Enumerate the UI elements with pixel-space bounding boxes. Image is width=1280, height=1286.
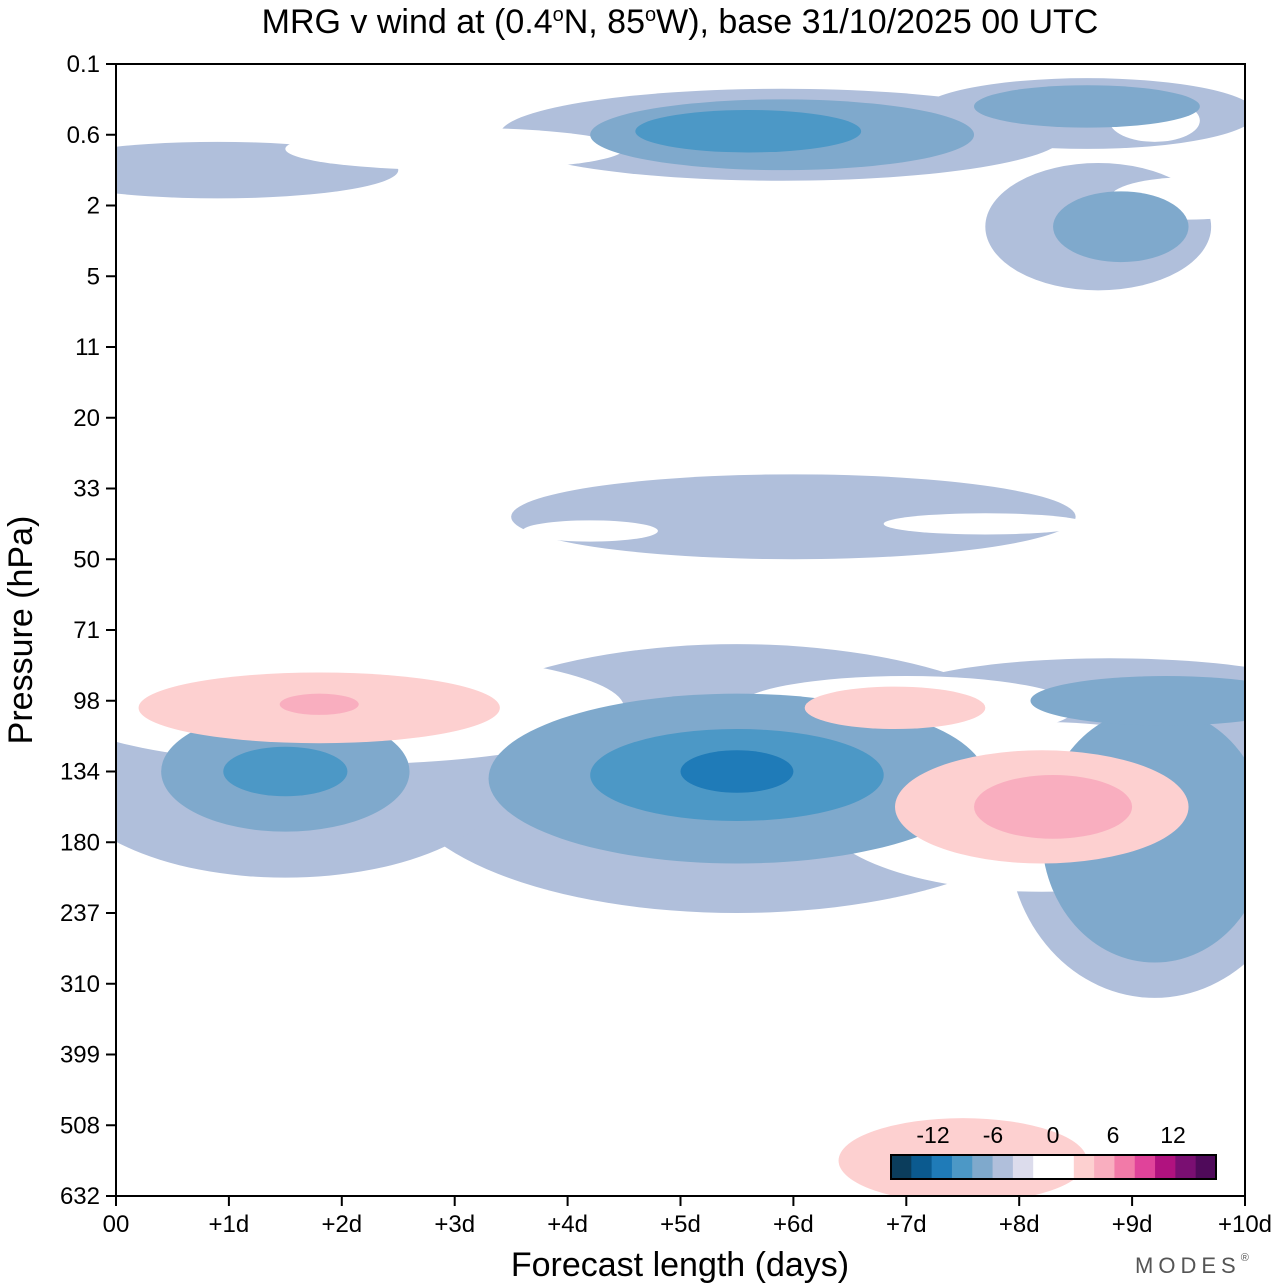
y-tick-label: 237 xyxy=(60,900,100,927)
colorbar-swatch xyxy=(911,1155,933,1179)
colorbar-swatch xyxy=(1094,1155,1115,1179)
colorbar-swatch xyxy=(931,1155,953,1179)
y-tick-label: 98 xyxy=(73,688,100,715)
y-tick-label: 0.6 xyxy=(67,122,100,149)
colorbar-swatch xyxy=(1012,1155,1034,1179)
x-axis: 00 +1d +2d +3d +4d +5d +6d +7d +8d +9d +10d xyxy=(103,1196,1272,1238)
colorbar-swatch xyxy=(992,1155,1014,1179)
y-tick-label: 50 xyxy=(73,546,100,573)
modes-logo-text: MODES xyxy=(1135,1253,1241,1278)
x-tick-label: +2d xyxy=(321,1211,362,1238)
contour-region xyxy=(883,513,1087,535)
contour-region xyxy=(116,545,252,616)
x-tick-label: +8d xyxy=(999,1211,1040,1238)
y-tick-label: 310 xyxy=(60,971,100,998)
contour-region xyxy=(804,686,986,730)
y-axis: 0.1 0.6 2 5 11 20 33 50 71 98 134 180 237 310 399 508 63… xyxy=(60,51,116,1210)
y-tick-label: 33 xyxy=(73,476,100,503)
contour-region xyxy=(1053,191,1189,263)
colorbar-swatch xyxy=(1053,1155,1075,1179)
colorbar-swatch xyxy=(1175,1155,1197,1179)
x-tick-label: +4d xyxy=(547,1211,588,1238)
contour-region xyxy=(375,78,534,121)
title-prefix: MRG v wind at (0.4 xyxy=(262,3,553,41)
colorbar-swatch xyxy=(1195,1155,1217,1179)
colorbar-swatch xyxy=(1073,1155,1095,1179)
colorbar-label: 0 xyxy=(1047,1122,1060,1148)
x-axis-label: Forecast length (days) xyxy=(511,1246,849,1284)
contour-region xyxy=(223,746,348,797)
contour-region xyxy=(381,1040,438,1140)
title-suffix: W), base 31/10/2025 00 UTC xyxy=(656,3,1098,41)
title-degree-2: o xyxy=(645,4,656,26)
contour-region xyxy=(116,1054,229,1168)
contour-region xyxy=(635,109,862,153)
x-tick-label: 00 xyxy=(103,1211,130,1238)
modes-logo: MODES® xyxy=(1135,1252,1254,1278)
x-tick-label: +5d xyxy=(660,1211,701,1238)
x-tick-label: +10d xyxy=(1218,1211,1272,1238)
contour-region xyxy=(319,269,478,312)
colorbar-swatch xyxy=(1134,1155,1156,1179)
colorbar-label: -12 xyxy=(916,1122,949,1148)
contour-region xyxy=(522,520,658,542)
y-tick-label: 20 xyxy=(73,405,100,432)
y-tick-label: 508 xyxy=(60,1112,100,1139)
y-tick-label: 134 xyxy=(60,759,100,786)
x-tick-label: +6d xyxy=(773,1211,814,1238)
colorbar-label: -6 xyxy=(983,1122,1003,1148)
colorbar-swatch xyxy=(1033,1155,1054,1179)
y-tick-label: 71 xyxy=(73,617,100,644)
chart-title: MRG v wind at (0.4oN, 85oW), base 31/10/… xyxy=(262,3,1099,41)
x-tick-label: +7d xyxy=(886,1211,927,1238)
x-tick-label: +1d xyxy=(209,1211,250,1238)
y-tick-label: 5 xyxy=(87,263,100,290)
y-axis-label: Pressure (hPa) xyxy=(2,516,40,745)
contour-region xyxy=(974,775,1133,839)
contour-region xyxy=(285,127,625,171)
colorbar-swatch xyxy=(951,1155,973,1179)
title-mid: N, 85 xyxy=(564,3,645,41)
y-tick-label: 399 xyxy=(60,1042,100,1069)
colorbar-swatch xyxy=(1155,1155,1176,1179)
colorbar-frame xyxy=(890,1154,1217,1180)
modes-logo-mark: ® xyxy=(1241,1252,1254,1264)
x-tick-label: +3d xyxy=(434,1211,475,1238)
contour-region xyxy=(195,605,534,655)
contour-region xyxy=(279,693,359,715)
colorbar-swatch xyxy=(972,1155,994,1179)
y-tick-label: 11 xyxy=(75,334,100,361)
colorbar-label: 12 xyxy=(1160,1122,1186,1148)
y-tick-label: 2 xyxy=(87,193,100,220)
y-tick-label: 180 xyxy=(60,829,100,856)
contour-region xyxy=(680,750,794,793)
y-tick-label: 0.1 xyxy=(67,51,100,78)
contour-region xyxy=(974,85,1200,128)
y-tick-label: 632 xyxy=(60,1183,100,1210)
colorbar-swatch xyxy=(891,1155,912,1179)
contour-region xyxy=(759,191,828,220)
colorbar-swatch xyxy=(1114,1155,1136,1179)
contour-region xyxy=(511,474,1076,560)
colorbar: -12 -6 0 6 12 xyxy=(890,1122,1217,1180)
title-degree-1: o xyxy=(553,4,564,26)
x-tick-label: +9d xyxy=(1112,1211,1153,1238)
contour-region xyxy=(172,85,399,128)
contour-region xyxy=(906,619,1245,655)
colorbar-label: 6 xyxy=(1107,1122,1120,1148)
contour-region xyxy=(1030,675,1245,726)
